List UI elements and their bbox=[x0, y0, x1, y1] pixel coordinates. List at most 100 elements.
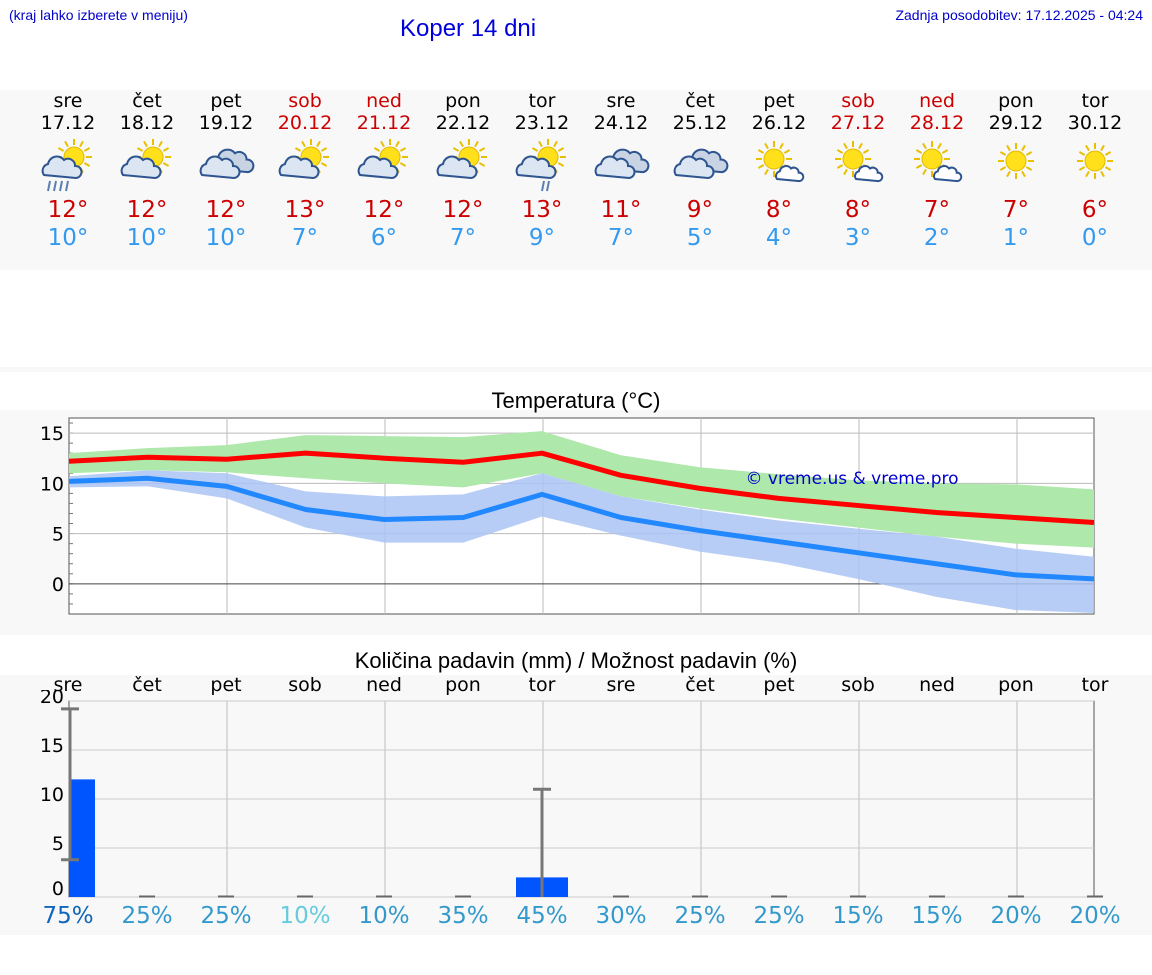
day-name: ned bbox=[366, 90, 402, 112]
y-tick-label: 15 bbox=[40, 735, 64, 757]
day-column: sob 27.12 8° 3° bbox=[818, 90, 898, 252]
max-temperature: 13° bbox=[284, 197, 326, 223]
precipitation-probability: 25% bbox=[753, 903, 805, 929]
day-name: sre bbox=[606, 90, 636, 112]
min-temperature: 6° bbox=[370, 225, 398, 251]
max-temperature: 11° bbox=[600, 197, 642, 223]
precipitation-day-label: ned bbox=[366, 674, 402, 696]
max-temperature: 6° bbox=[1081, 197, 1109, 223]
day-date: 26.12 bbox=[751, 112, 807, 134]
max-temperature: 12° bbox=[126, 197, 168, 223]
precipitation-day-label: sob bbox=[841, 674, 875, 696]
min-temperature: 2° bbox=[923, 225, 951, 251]
day-name: tor bbox=[528, 90, 556, 112]
min-temperature: 7° bbox=[607, 225, 635, 251]
day-column: sre 17.12 12° 10° bbox=[28, 90, 108, 252]
sun-small-cloud-icon bbox=[818, 134, 898, 196]
precipitation-probability: 10% bbox=[358, 903, 410, 929]
sun-cloud-icon bbox=[107, 134, 187, 196]
day-name: čet bbox=[132, 90, 162, 112]
day-date: 22.12 bbox=[435, 112, 491, 134]
precipitation-chart: 20 15 10 5 0 bbox=[40, 690, 1103, 900]
location-menu-hint[interactable]: (kraj lahko izberete v meniju) bbox=[9, 7, 188, 23]
day-name: pet bbox=[210, 90, 242, 112]
watermark-text: © vreme.us & vreme.pro bbox=[745, 469, 958, 489]
y-tick-label: 0 bbox=[52, 878, 64, 900]
precipitation-probability: 30% bbox=[595, 903, 647, 929]
sun-small-cloud-icon bbox=[897, 134, 977, 196]
y-tick-label: 10 bbox=[40, 784, 64, 806]
precipitation-probability: 15% bbox=[832, 903, 884, 929]
day-column: čet 25.12 9° 5° bbox=[660, 90, 740, 252]
day-name: čet bbox=[685, 90, 715, 112]
max-range-band bbox=[69, 431, 1094, 548]
sun-cloud-rain-icon bbox=[28, 134, 108, 196]
precipitation-day-label: pet bbox=[210, 674, 242, 696]
max-temperature-line bbox=[68, 450, 1095, 526]
precipitation-chart-title: Količina padavin (mm) / Možnost padavin … bbox=[354, 648, 798, 673]
day-name: sre bbox=[53, 90, 83, 112]
cloudy-icon bbox=[581, 134, 661, 196]
day-column: sre 24.12 11° 7° bbox=[581, 90, 661, 252]
sun-icon bbox=[976, 134, 1056, 196]
y-tick-label: 15 bbox=[40, 423, 64, 445]
temperature-chart: 15 10 5 0 © vreme.us & vreme.pro bbox=[40, 417, 1095, 615]
y-tick-label: 5 bbox=[52, 524, 64, 546]
day-name: pet bbox=[763, 90, 795, 112]
day-date: 20.12 bbox=[277, 112, 333, 134]
day-column: ned 28.12 7° 2° bbox=[897, 90, 977, 252]
sun-cloud-icon bbox=[423, 134, 503, 196]
day-column: tor 30.12 6° 0° bbox=[1055, 90, 1135, 252]
sun-cloud-icon bbox=[265, 134, 345, 196]
precipitation-probability: 10% bbox=[279, 903, 331, 929]
day-date: 19.12 bbox=[198, 112, 254, 134]
sun-cloud-shower-icon bbox=[502, 134, 582, 196]
sun-icon bbox=[1055, 134, 1135, 196]
y-tick-label: 0 bbox=[52, 574, 64, 596]
precipitation-day-label: sob bbox=[288, 674, 322, 696]
min-temperature: 7° bbox=[449, 225, 477, 251]
day-column: pon 22.12 12° 7° bbox=[423, 90, 503, 252]
day-name: sob bbox=[288, 90, 322, 112]
day-date: 24.12 bbox=[593, 112, 649, 134]
min-temperature-line bbox=[68, 475, 1095, 582]
precipitation-day-label: pon bbox=[998, 674, 1034, 696]
day-column: tor 23.12 13° 9° bbox=[502, 90, 582, 252]
min-temperature: 3° bbox=[844, 225, 872, 251]
day-date: 25.12 bbox=[672, 112, 728, 134]
day-column: ned 21.12 12° 6° bbox=[344, 90, 424, 252]
max-temperature: 13° bbox=[521, 197, 563, 223]
cloudy-icon bbox=[660, 134, 740, 196]
max-temperature: 7° bbox=[923, 197, 951, 223]
max-temperature: 12° bbox=[442, 197, 484, 223]
precipitation-probability: 45% bbox=[516, 903, 568, 929]
precipitation-day-label: sre bbox=[606, 674, 636, 696]
day-date: 28.12 bbox=[909, 112, 965, 134]
day-name: ned bbox=[919, 90, 955, 112]
day-date: 21.12 bbox=[356, 112, 412, 134]
y-tick-label: 5 bbox=[52, 833, 64, 855]
day-name: tor bbox=[1081, 90, 1109, 112]
day-column: sob 20.12 13° 7° bbox=[265, 90, 345, 252]
precipitation-day-label: sre bbox=[53, 674, 83, 696]
precipitation-day-label: pon bbox=[445, 674, 481, 696]
precipitation-day-label: pet bbox=[763, 674, 795, 696]
separator bbox=[0, 367, 1152, 372]
max-temperature: 9° bbox=[686, 197, 714, 223]
min-temperature: 1° bbox=[1002, 225, 1030, 251]
precipitation-probability: 25% bbox=[121, 903, 173, 929]
day-name: pon bbox=[445, 90, 481, 112]
precipitation-day-label: čet bbox=[132, 674, 162, 696]
day-date: 27.12 bbox=[830, 112, 886, 134]
last-update-timestamp: Zadnja posodobitev: 17.12.2025 - 04:24 bbox=[895, 7, 1143, 23]
precipitation-bar bbox=[69, 779, 95, 897]
min-temperature: 10° bbox=[126, 225, 168, 251]
day-date: 30.12 bbox=[1067, 112, 1123, 134]
max-temperature: 8° bbox=[844, 197, 872, 223]
sun-small-cloud-icon bbox=[739, 134, 819, 196]
y-tick-label: 10 bbox=[40, 473, 64, 495]
precipitation-probability: 75% bbox=[42, 903, 94, 929]
precipitation-day-label: ned bbox=[919, 674, 955, 696]
max-temperature: 7° bbox=[1002, 197, 1030, 223]
precipitation-probability: 25% bbox=[200, 903, 252, 929]
